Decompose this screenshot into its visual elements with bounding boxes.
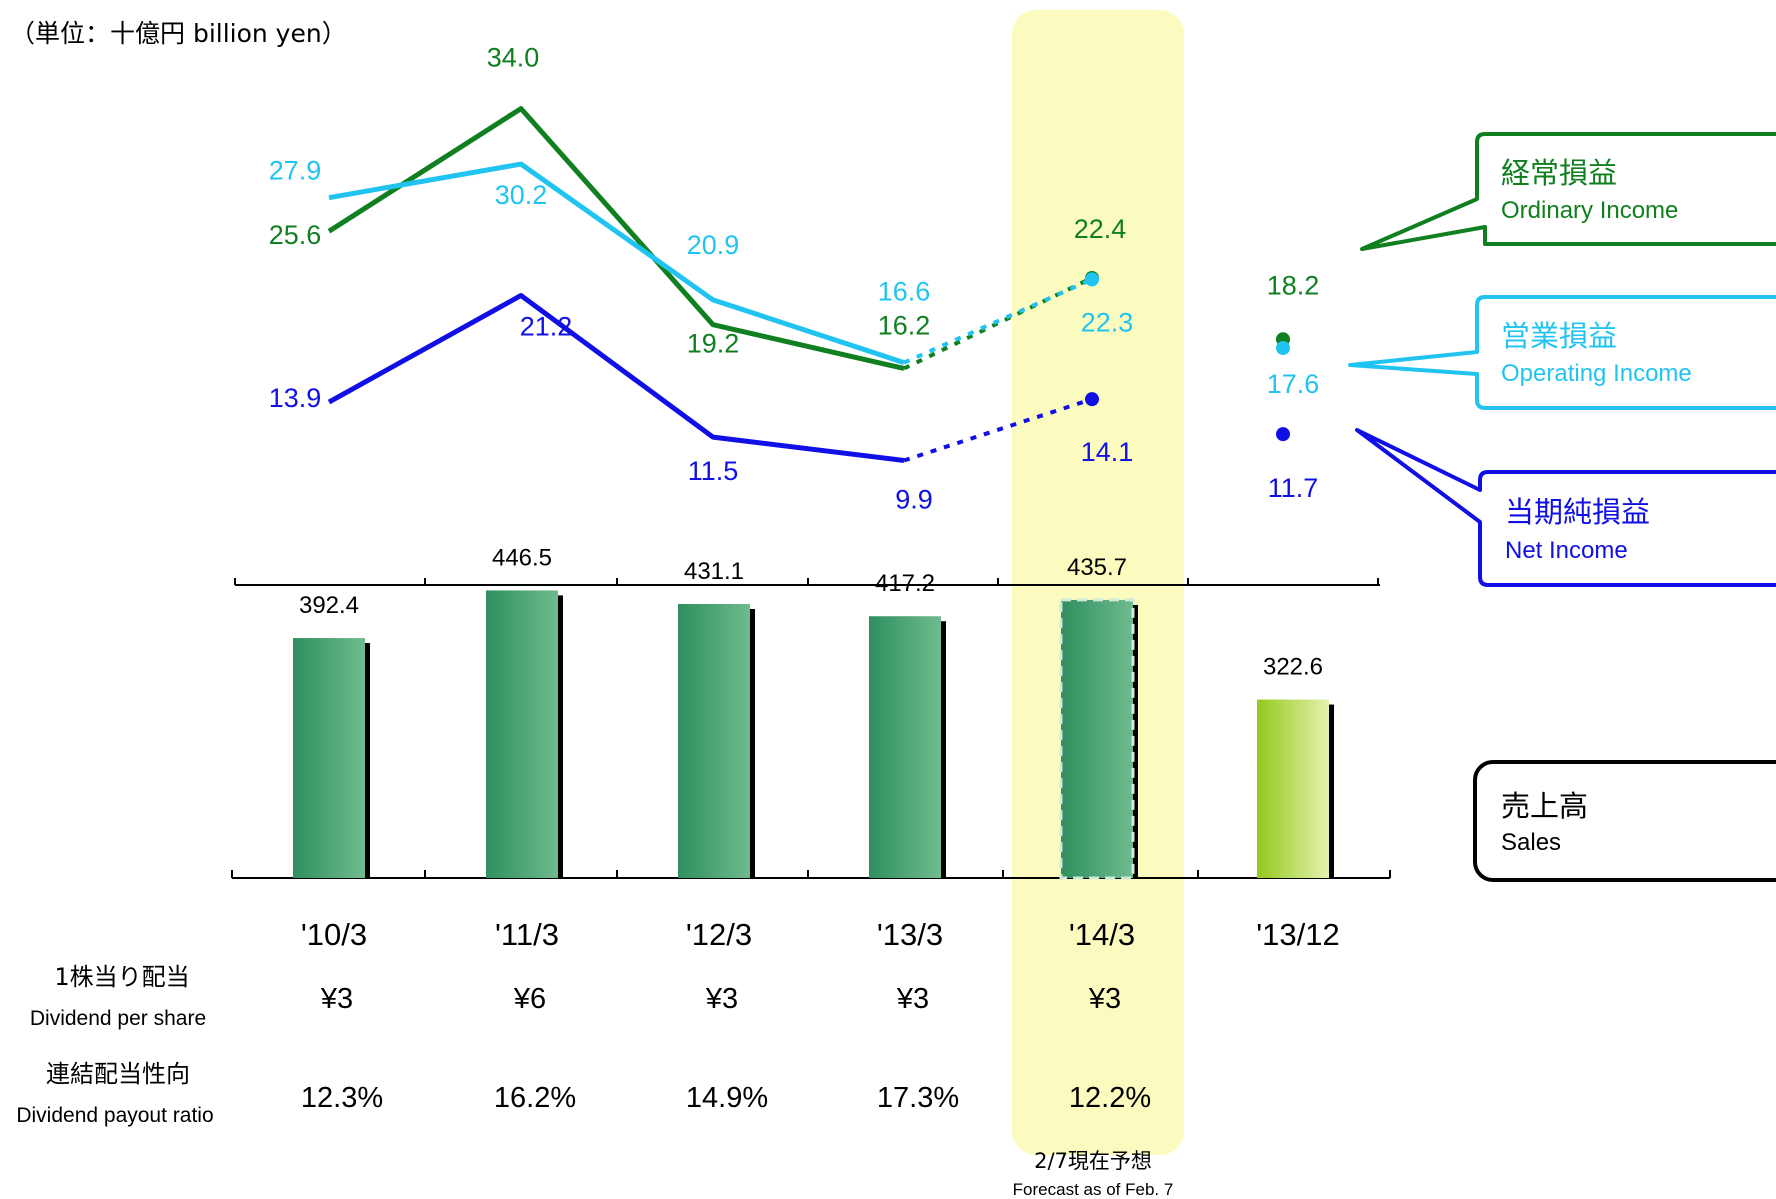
sales-bar — [1059, 598, 1138, 880]
dividend-value: ¥3 — [896, 983, 929, 1015]
sales-bar — [869, 616, 946, 878]
ordinary-line — [327, 106, 905, 371]
net-value-label: 11.5 — [688, 456, 739, 486]
unit-label: （単位：十億円 billion yen） — [10, 19, 347, 48]
bar-axis — [231, 870, 1391, 879]
net-point — [1276, 427, 1290, 442]
ordinary-value-label: 25.6 — [269, 220, 322, 250]
net-value-label: 11.7 — [1268, 473, 1319, 503]
net-forecast-segment — [903, 397, 1093, 463]
payout-value: 17.3% — [877, 1082, 959, 1114]
x-tick-label: '12/3 — [686, 917, 752, 952]
payout-value: 16.2% — [494, 1082, 576, 1114]
legend-net-en: Net Income — [1505, 537, 1628, 564]
ordinary-value-label: 22.4 — [1074, 214, 1127, 244]
sales-value-label: 322.6 — [1263, 654, 1323, 681]
operating-value-label: 16.6 — [878, 277, 931, 307]
sales-value-label: 435.7 — [1067, 554, 1127, 581]
operating-value-label: 22.3 — [1081, 307, 1134, 337]
operating-value-label: 17.6 — [1267, 369, 1320, 399]
legend-operating-jp: 営業損益 — [1501, 319, 1617, 353]
payout-value: 12.3% — [301, 1082, 383, 1114]
sales-value-label: 431.1 — [684, 558, 744, 585]
net-line — [327, 292, 905, 463]
legend-operating: 営業損益 Operating Income — [1348, 295, 1776, 410]
legend-sales: 売上高 Sales — [1473, 760, 1776, 882]
series-net: 13.9 21.2 11.5 9.9 14.1 11.7 — [269, 292, 1319, 514]
forecast-note-en: Forecast as of Feb. 7 — [1013, 1180, 1174, 1199]
payout-row-title-jp: 連結配当性向 — [46, 1060, 190, 1088]
forecast-note-jp: 2/7現在予想 — [1034, 1149, 1152, 1173]
x-tick-label: '11/3 — [495, 917, 559, 952]
sales-value-label: 417.2 — [875, 570, 935, 597]
operating-forecast-segment — [903, 277, 1093, 365]
x-tick-label: '13/12 — [1256, 917, 1340, 952]
ordinary-value-label: 34.0 — [487, 43, 540, 73]
x-tick-label: '13/3 — [877, 917, 943, 952]
dividend-value: ¥6 — [513, 983, 546, 1015]
net-value-label: 14.1 — [1081, 437, 1134, 467]
sales-bar — [1257, 699, 1334, 878]
operating-point — [1276, 341, 1290, 356]
legend-net-jp: 当期純損益 — [1505, 495, 1650, 529]
net-value-label: 9.9 — [895, 484, 933, 514]
legend-ordinary-en: Ordinary Income — [1501, 197, 1678, 224]
legend-sales-jp: 売上高 — [1501, 789, 1588, 823]
net-point — [1085, 392, 1099, 407]
net-value-label: 13.9 — [269, 383, 322, 413]
dividend-row-title-en: Dividend per share — [30, 1007, 206, 1030]
legend-sales-en: Sales — [1501, 829, 1561, 856]
net-value-label: 21.2 — [520, 311, 573, 341]
legend-ordinary-jp: 経常損益 — [1501, 156, 1617, 190]
forecast-highlight — [1012, 10, 1184, 1155]
payout-value: 12.2% — [1069, 1082, 1151, 1114]
sales-bar — [486, 590, 563, 878]
operating-value-label: 20.9 — [687, 230, 740, 260]
payout-row-title-en: Dividend payout ratio — [16, 1104, 213, 1127]
ordinary-value-label: 18.2 — [1267, 270, 1320, 300]
sales-bar — [678, 603, 755, 878]
operating-point — [1085, 272, 1099, 287]
ordinary-value-label: 19.2 — [687, 329, 740, 359]
legend-ordinary: 経常損益 Ordinary Income — [1360, 132, 1776, 251]
dividend-value: ¥3 — [1088, 983, 1121, 1015]
x-tick-label: '14/3 — [1069, 917, 1135, 952]
operating-value-label: 27.9 — [269, 156, 322, 186]
operating-line — [328, 161, 905, 366]
sales-value-label: 446.5 — [492, 544, 552, 571]
sales-bar — [293, 638, 370, 878]
sales-value-label: 392.4 — [299, 592, 359, 619]
payout-value: 14.9% — [686, 1082, 768, 1114]
dividend-value: ¥3 — [705, 983, 738, 1015]
series-operating: 27.9 30.2 20.9 16.6 22.3 17.6 — [269, 156, 1320, 399]
legend-operating-en: Operating Income — [1501, 360, 1692, 387]
dividend-row-title-jp: 1株当り配当 — [54, 963, 189, 991]
x-tick-label: '10/3 — [301, 917, 367, 952]
line-axis — [234, 578, 1380, 586]
dividend-value: ¥3 — [320, 983, 353, 1015]
operating-value-label: 30.2 — [495, 180, 548, 210]
legend-net: 当期純損益 Net Income — [1355, 428, 1776, 587]
ordinary-value-label: 16.2 — [878, 310, 931, 340]
